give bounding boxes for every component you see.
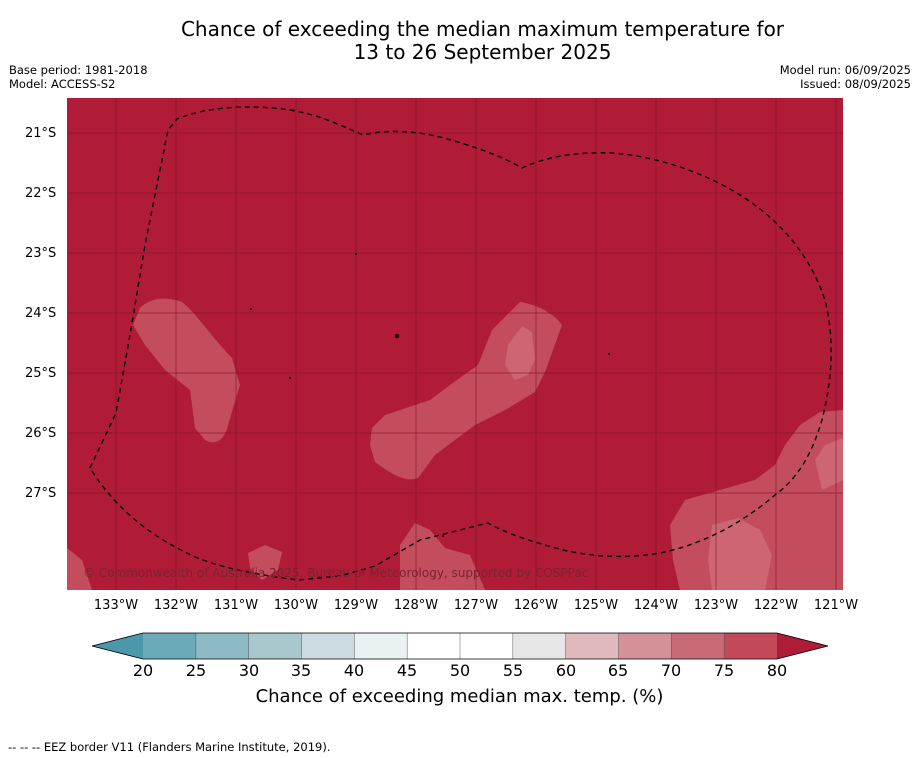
colorbar-tick: 30 xyxy=(238,661,260,680)
colorbar-tick: 80 xyxy=(766,661,788,680)
colorbar-tick: 55 xyxy=(502,661,524,680)
colorbar-cell xyxy=(565,633,619,659)
colorbar-cell xyxy=(195,633,250,659)
lon-label-129w: 129°W xyxy=(333,598,379,613)
colorbar-tick: 40 xyxy=(343,661,365,680)
copyright-text: © Commonwealth of Australia 2025, Bureau… xyxy=(83,566,588,580)
colorbar-tick: 45 xyxy=(396,661,418,680)
colorbar-cell xyxy=(460,633,514,659)
footer-legend: -- -- -- EEZ border V11 (Flanders Marine… xyxy=(8,740,331,754)
model-text: Model: ACCESS-S2 xyxy=(9,77,116,91)
colorbar-cell xyxy=(301,633,355,659)
colorbar-tick: 20 xyxy=(132,661,154,680)
colorbar-cell xyxy=(724,633,778,659)
lon-label-124w: 124°W xyxy=(633,598,679,613)
band-75-80-west xyxy=(133,298,240,443)
colorbar-label: Chance of exceeding median max. temp. (%… xyxy=(255,686,664,707)
title-line-1: Chance of exceeding the median maximum t… xyxy=(180,17,785,41)
colorbar-cells xyxy=(143,633,778,659)
lon-label-132w: 132°W xyxy=(153,598,199,613)
colorbar-tick: 60 xyxy=(555,661,577,680)
colorbar-cell xyxy=(143,633,197,659)
colorbar-cell xyxy=(618,633,672,659)
colorbar-cell xyxy=(354,633,408,659)
lat-label-27s: 27°S xyxy=(25,486,57,501)
lon-label-125w: 125°W xyxy=(573,598,619,613)
colorbar-tick: 50 xyxy=(449,661,471,680)
band-70-75-center xyxy=(505,326,535,380)
lon-label-123w: 123°W xyxy=(693,598,739,613)
eez-border xyxy=(89,106,832,581)
colorbar-cell xyxy=(512,633,567,659)
band-70-75-southeast xyxy=(708,518,772,590)
lat-label-21s: 21°S xyxy=(25,126,57,141)
lon-label-122w: 122°W xyxy=(753,598,799,613)
map-area: © Commonwealth of Australia 2025, Bureau… xyxy=(67,98,843,590)
colorbar-tick: 35 xyxy=(290,661,312,680)
model-run-text: Model run: 06/09/2025 xyxy=(779,63,911,77)
meta-left: Base period: 1981-2018 Model: ACCESS-S2 xyxy=(9,63,148,91)
colorbar-cell xyxy=(248,633,302,659)
lon-label-128w: 128°W xyxy=(393,598,439,613)
colorbar-low-extend xyxy=(92,633,143,659)
colorbar-outline xyxy=(91,632,829,660)
colorbar xyxy=(91,632,829,660)
lon-label-133w: 133°W xyxy=(93,598,139,613)
colorbar-cell xyxy=(407,633,461,659)
chart-title: Chance of exceeding the median maximum t… xyxy=(0,18,919,64)
lon-label-126w: 126°W xyxy=(513,598,559,613)
colorbar-cell xyxy=(671,633,725,659)
lon-label-121w: 121°W xyxy=(813,598,859,613)
lon-label-130w: 130°W xyxy=(273,598,319,613)
colorbar-high-extend xyxy=(777,633,828,659)
grid-lines xyxy=(67,98,843,590)
lat-label-24s: 24°S xyxy=(25,306,57,321)
issued-text: Issued: 08/09/2025 xyxy=(800,77,911,91)
meta-right: Model run: 06/09/2025 Issued: 08/09/2025 xyxy=(780,63,911,91)
lat-label-26s: 26°S xyxy=(25,426,57,441)
lat-label-23s: 23°S xyxy=(25,246,57,261)
colorbar-tick: 65 xyxy=(607,661,629,680)
base-period-text: Base period: 1981-2018 xyxy=(9,63,148,77)
lat-label-25s: 25°S xyxy=(25,366,57,381)
band-75-80-southwest xyxy=(67,548,92,590)
island-markers xyxy=(250,253,610,537)
colorbar-tick: 75 xyxy=(713,661,735,680)
lat-label-22s: 22°S xyxy=(25,186,57,201)
colorbar-tick: 70 xyxy=(660,661,682,680)
title-line-2: 13 to 26 September 2025 xyxy=(353,40,612,64)
colorbar-tick: 25 xyxy=(185,661,207,680)
band-75-80-small xyxy=(248,545,282,580)
lon-label-127w: 127°W xyxy=(453,598,499,613)
lon-label-131w: 131°W xyxy=(213,598,259,613)
